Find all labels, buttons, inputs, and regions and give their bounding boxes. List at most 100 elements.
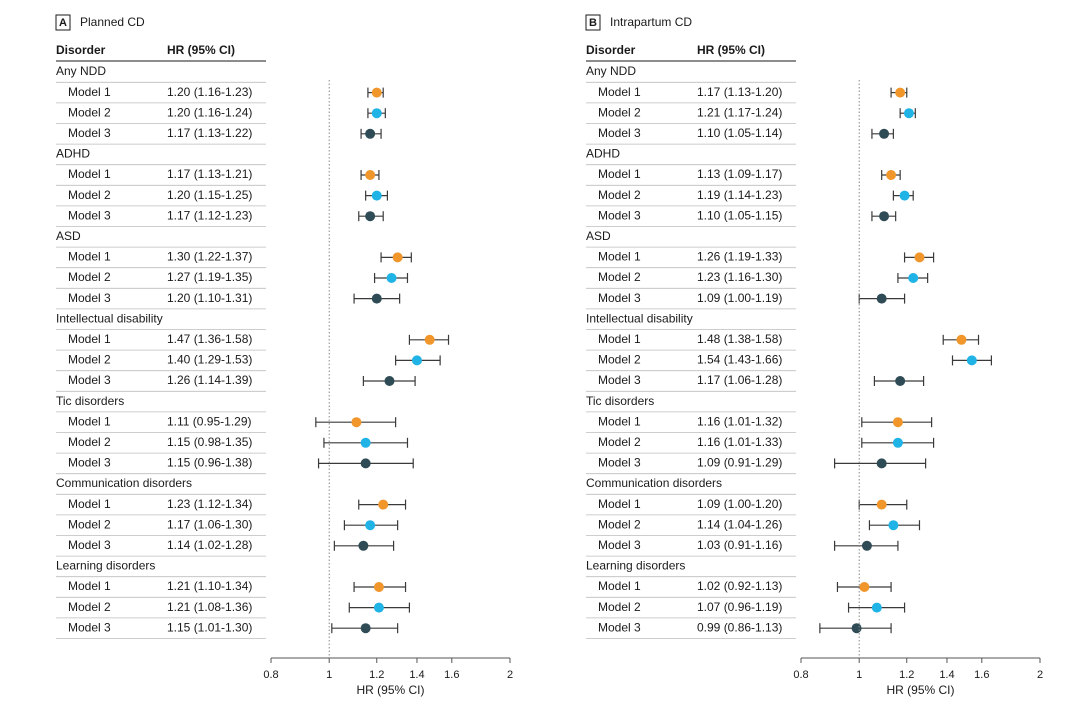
hr-ci-label: 1.20 (1.15-1.25) xyxy=(167,188,252,202)
x-axis-label: HR (95% CI) xyxy=(356,683,424,697)
model-label: Model 1 xyxy=(598,497,641,511)
hr-point-marker xyxy=(903,108,914,119)
forest-row: Model 3 1.09 (0.91-1.29) xyxy=(586,456,927,475)
hr-ci-label: 1.48 (1.38-1.58) xyxy=(697,332,782,346)
model-label: Model 3 xyxy=(598,456,641,470)
hr-point-marker xyxy=(876,499,887,510)
x-tick-label: 1 xyxy=(856,669,862,681)
model-label: Model 3 xyxy=(598,373,641,387)
disorder-group-label: Tic disorders xyxy=(56,394,124,408)
forest-row: Model 3 1.17 (1.06-1.28) xyxy=(586,373,925,392)
model-label: Model 2 xyxy=(598,188,641,202)
x-tick-label: 1.6 xyxy=(444,669,459,681)
x-tick-label: 1.6 xyxy=(974,669,989,681)
model-label: Model 2 xyxy=(68,435,111,449)
forest-row: Model 1 1.48 (1.38-1.58) xyxy=(586,332,980,351)
model-label: Model 2 xyxy=(598,517,641,531)
model-label: Model 2 xyxy=(68,353,111,367)
hr-point-marker xyxy=(908,273,919,283)
x-tick-label: 1.2 xyxy=(369,669,384,681)
model-label: Model 1 xyxy=(68,167,111,181)
hr-point-marker xyxy=(373,582,384,592)
forest-row: Model 1 1.16 (1.01-1.32) xyxy=(586,414,933,433)
hr-ci-label: 1.10 (1.05-1.15) xyxy=(697,208,782,222)
model-label: Model 1 xyxy=(68,332,111,346)
hr-point-marker xyxy=(879,128,890,139)
hr-point-marker xyxy=(871,602,882,613)
forest-row: Model 1 1.09 (1.00-1.20) xyxy=(586,497,908,516)
disorder-group-label: Learning disorders xyxy=(586,559,685,573)
hr-point-marker xyxy=(899,190,910,201)
hr-ci-label: 1.09 (0.91-1.29) xyxy=(697,456,782,470)
forest-row: Model 1 1.23 (1.12-1.34) xyxy=(56,497,407,516)
panel-b: B Intrapartum CD Disorder HR (95% CI) Any ND… xyxy=(585,14,1043,697)
disorder-group-label: Communication disorders xyxy=(56,476,192,490)
panel-title: Intrapartum CD xyxy=(610,15,692,29)
forest-row: Model 3 1.17 (1.13-1.22) xyxy=(56,126,382,145)
forest-row: Model 3 0.99 (0.86-1.13) xyxy=(586,620,892,639)
forest-row: Model 1 1.02 (0.92-1.13) xyxy=(586,579,892,598)
forest-row: Model 1 1.20 (1.16-1.23) xyxy=(56,85,384,104)
hr-point-marker xyxy=(851,623,862,634)
hr-ci-label: 1.09 (1.00-1.19) xyxy=(697,291,782,305)
forest-row: Model 2 1.21 (1.08-1.36) xyxy=(56,600,411,619)
hr-point-marker xyxy=(360,458,371,469)
hr-ci-label: 1.10 (1.05-1.14) xyxy=(697,126,782,140)
column-header-disorder: Disorder xyxy=(56,43,106,57)
model-label: Model 1 xyxy=(598,85,641,99)
forest-row: Model 3 1.09 (1.00-1.19) xyxy=(586,291,906,310)
hr-ci-label: 1.17 (1.06-1.30) xyxy=(167,517,252,531)
hr-ci-label: 1.17 (1.06-1.28) xyxy=(697,373,782,387)
hr-ci-label: 1.54 (1.43-1.66) xyxy=(697,353,782,367)
hr-ci-label: 1.16 (1.01-1.32) xyxy=(697,414,782,428)
hr-ci-label: 1.03 (0.91-1.16) xyxy=(697,538,782,552)
hr-point-marker xyxy=(351,417,362,428)
x-tick-label: 1 xyxy=(326,669,332,681)
hr-ci-label: 0.99 (0.86-1.13) xyxy=(697,620,782,634)
hr-point-marker xyxy=(365,128,376,139)
forest-row: Model 2 1.54 (1.43-1.66) xyxy=(586,353,992,372)
forest-row: Model 2 1.27 (1.19-1.35) xyxy=(56,270,409,289)
forest-row: Model 2 1.40 (1.29-1.53) xyxy=(56,353,441,372)
hr-ci-label: 1.16 (1.01-1.33) xyxy=(697,435,782,449)
hr-point-marker xyxy=(378,499,389,510)
hr-ci-label: 1.26 (1.19-1.33) xyxy=(697,250,782,264)
model-label: Model 3 xyxy=(598,291,641,305)
disorder-group-label: Intellectual disability xyxy=(56,311,163,325)
hr-point-marker xyxy=(914,252,925,263)
hr-ci-label: 1.15 (1.01-1.30) xyxy=(167,620,252,634)
model-label: Model 3 xyxy=(68,456,111,470)
hr-ci-label: 1.27 (1.19-1.35) xyxy=(167,270,252,284)
model-label: Model 1 xyxy=(598,332,641,346)
forest-row: Model 1 1.13 (1.09-1.17) xyxy=(586,167,901,186)
column-header-hr: HR (95% CI) xyxy=(167,43,235,57)
hr-ci-label: 1.14 (1.04-1.26) xyxy=(697,517,782,531)
model-label: Model 2 xyxy=(598,105,641,119)
hr-point-marker xyxy=(371,87,382,98)
panel-letter: B xyxy=(589,17,597,29)
model-label: Model 3 xyxy=(598,208,641,222)
forest-row: Model 3 1.10 (1.05-1.14) xyxy=(586,126,894,145)
forest-row: Model 3 1.15 (0.96-1.38) xyxy=(56,456,414,475)
forest-row: Model 3 1.17 (1.12-1.23) xyxy=(56,208,384,227)
disorder-group-label: Tic disorders xyxy=(586,394,654,408)
hr-ci-label: 1.40 (1.29-1.53) xyxy=(167,353,252,367)
hr-point-marker xyxy=(373,602,384,613)
model-label: Model 3 xyxy=(598,620,641,634)
forest-row: Model 1 1.30 (1.22-1.37) xyxy=(56,250,412,269)
model-label: Model 2 xyxy=(598,600,641,614)
hr-point-marker xyxy=(895,376,906,386)
model-label: Model 1 xyxy=(68,85,111,99)
hr-ci-label: 1.14 (1.02-1.28) xyxy=(167,538,252,552)
x-tick-label: 1.4 xyxy=(939,669,954,681)
model-label: Model 1 xyxy=(68,579,111,593)
hr-point-marker xyxy=(371,190,382,201)
model-label: Model 2 xyxy=(598,435,641,449)
disorder-group-label: ASD xyxy=(56,229,81,243)
model-label: Model 2 xyxy=(68,188,111,202)
disorder-group-label: Any NDD xyxy=(56,64,106,78)
hr-point-marker xyxy=(360,437,371,448)
panel-letter-box xyxy=(55,14,71,31)
hr-ci-label: 1.23 (1.12-1.34) xyxy=(167,497,252,511)
disorder-group-label: Any NDD xyxy=(586,64,636,78)
